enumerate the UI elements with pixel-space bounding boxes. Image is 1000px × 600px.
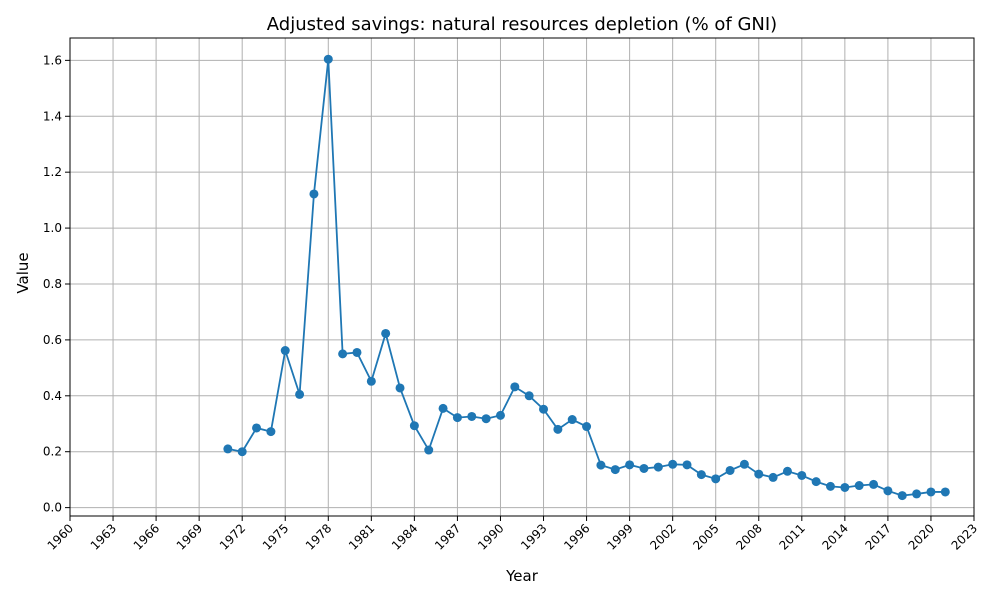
- data-point: [668, 459, 678, 469]
- x-tick-label: 1975: [260, 521, 291, 552]
- data-point: [739, 459, 749, 469]
- y-tick-label: 0.0: [43, 501, 62, 515]
- x-tick-label: 1963: [88, 521, 119, 552]
- data-point: [682, 460, 692, 470]
- data-point: [438, 403, 448, 413]
- data-point: [539, 404, 549, 414]
- data-point: [223, 444, 233, 454]
- x-tick-label: 2011: [776, 521, 807, 552]
- data-point: [854, 481, 864, 491]
- data-point: [567, 415, 577, 425]
- x-tick-label: 2023: [949, 521, 980, 552]
- x-tick-label: 1960: [45, 521, 76, 552]
- data-point: [725, 465, 735, 475]
- data-point: [940, 487, 950, 497]
- y-tick-label: 1.4: [43, 109, 62, 123]
- y-tick-label: 1.2: [43, 165, 62, 179]
- x-tick-label: 1996: [561, 521, 592, 552]
- data-point: [797, 470, 807, 480]
- x-tick-label: 1984: [389, 521, 420, 552]
- data-point: [782, 466, 792, 476]
- data-point: [352, 347, 362, 357]
- data-point: [323, 54, 333, 64]
- data-point: [696, 470, 706, 480]
- x-tick-label: 1999: [604, 521, 635, 552]
- data-point: [481, 414, 491, 424]
- data-point: [897, 491, 907, 501]
- data-point: [409, 421, 419, 431]
- data-point: [711, 474, 721, 484]
- data-point: [280, 346, 290, 356]
- x-axis: 1960 1963 1966 1969 1972 1975 1978 1981 1984 1987…: [45, 516, 980, 553]
- data-point: [266, 427, 276, 437]
- data-point: [252, 423, 262, 433]
- data-point: [510, 382, 520, 392]
- y-axis: 0.0 0.2 0.4 0.6 0.8 1.0 1.2 1.4 1.6: [43, 53, 70, 515]
- y-tick-label: 0.4: [43, 389, 62, 403]
- x-tick-label: 1990: [475, 521, 506, 552]
- x-tick-label: 1978: [303, 521, 334, 552]
- plot-frame: [69, 37, 975, 517]
- x-axis-label: Year: [505, 567, 539, 585]
- data-points: [223, 54, 950, 501]
- data-point: [366, 376, 376, 386]
- data-point: [768, 472, 778, 482]
- data-point: [295, 389, 305, 399]
- data-point: [754, 469, 764, 479]
- x-tick-label: 1987: [432, 521, 463, 552]
- y-tick-label: 0.6: [43, 333, 62, 347]
- x-tick-label: 1966: [131, 521, 162, 552]
- data-point: [381, 328, 391, 338]
- x-tick-label: 2014: [819, 521, 850, 552]
- data-point: [840, 482, 850, 492]
- y-tick-label: 1.0: [43, 221, 62, 235]
- x-tick-label: 2005: [690, 521, 721, 552]
- chart-title: Adjusted savings: natural resources depl…: [267, 14, 777, 35]
- data-point: [495, 410, 505, 420]
- data-point: [811, 477, 821, 487]
- data-point: [926, 487, 936, 497]
- data-point: [309, 189, 319, 199]
- x-tick-label: 2008: [733, 521, 764, 552]
- x-tick-label: 2002: [647, 521, 678, 552]
- data-point: [338, 349, 348, 359]
- y-tick-label: 0.2: [43, 445, 62, 459]
- grid: [69, 38, 975, 516]
- x-tick-label: 1993: [518, 521, 549, 552]
- data-point: [869, 479, 879, 489]
- data-point: [395, 383, 405, 393]
- data-point: [596, 460, 606, 470]
- data-point: [467, 411, 477, 421]
- data-point: [912, 489, 922, 499]
- data-point: [424, 445, 434, 455]
- y-axis-label: Value: [14, 252, 32, 293]
- data-point: [237, 447, 247, 457]
- y-tick-label: 0.8: [43, 277, 62, 291]
- x-tick-label: 1981: [346, 521, 377, 552]
- y-tick-label: 1.6: [43, 53, 62, 67]
- data-point: [553, 424, 563, 434]
- data-point: [582, 422, 592, 432]
- x-tick-label: 2020: [906, 521, 937, 552]
- data-point: [826, 481, 836, 491]
- x-tick-label: 1972: [217, 521, 248, 552]
- x-tick-label: 1969: [174, 521, 205, 552]
- data-point: [610, 465, 620, 475]
- data-point: [524, 391, 534, 401]
- data-point: [653, 462, 663, 472]
- data-point: [625, 460, 635, 470]
- x-tick-label: 2017: [863, 521, 894, 552]
- data-point: [452, 413, 462, 423]
- data-point: [883, 486, 893, 496]
- data-point: [639, 463, 649, 473]
